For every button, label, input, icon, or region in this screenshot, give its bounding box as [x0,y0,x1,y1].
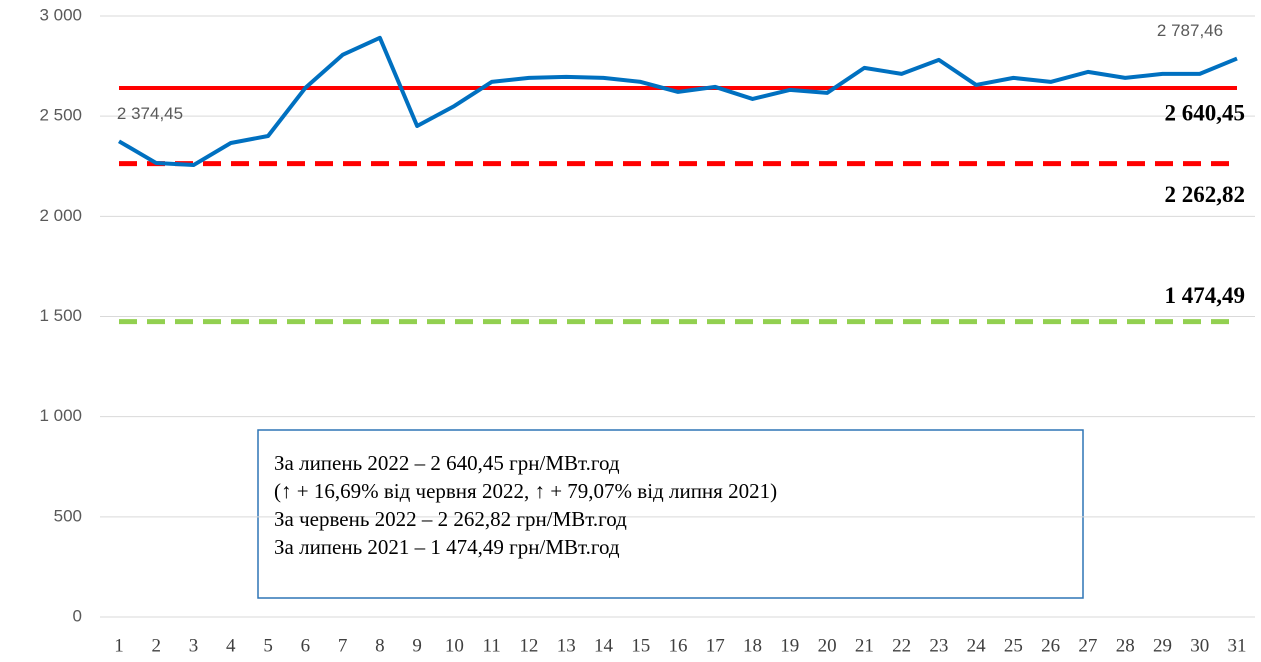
x-tick-label: 15 [631,635,650,656]
x-tick-label: 16 [669,635,688,656]
data-line [117,35,1238,168]
x-tick-label: 29 [1153,635,1172,656]
x-tick-label: 7 [338,635,348,656]
x-tick-label: 12 [519,635,538,656]
data-label: 2 787,46 [1157,21,1223,40]
x-tick-label: 23 [929,635,948,656]
annotation-text: За липень 2021 – 1 474,49 грн/МВт.год [274,535,620,559]
annotation-text: За липень 2022 – 2 640,45 грн/МВт.год [274,451,620,475]
x-tick-label: 1 [114,635,124,656]
x-tick-label: 9 [412,635,422,656]
x-tick-label: 21 [855,635,874,656]
x-tick-label: 24 [967,635,987,656]
x-tick-label: 14 [594,635,614,656]
y-tick-label: 3 000 [39,5,82,24]
x-tick-label: 19 [780,635,799,656]
y-tick-label: 2 000 [39,206,82,225]
x-tick-label: 20 [818,635,837,656]
x-tick-label: 11 [483,635,501,656]
x-tick-label: 28 [1116,635,1135,656]
x-tick-label: 4 [226,635,236,656]
x-tick-label: 13 [557,635,576,656]
x-tick-label: 18 [743,635,762,656]
y-tick-label: 1 000 [39,406,82,425]
annotation-box [257,429,1084,599]
x-tick-label: 10 [445,635,464,656]
x-tick-label: 8 [375,635,385,656]
x-tick-label: 22 [892,635,911,656]
y-tick-label: 0 [73,606,82,625]
reference-label: 2 262,82 [1165,182,1246,207]
reference-label: 1 474,49 [1165,283,1246,308]
x-tick-label: 5 [263,635,273,656]
annotation-text: За червень 2022 – 2 262,82 грн/МВт.год [274,507,627,531]
annotation-text: (↑ + 16,69% від червня 2022, ↑ + 79,07% … [274,479,777,503]
x-tick-label: 26 [1041,635,1060,656]
data-label: 2 374,45 [117,104,183,123]
x-tick-label: 17 [706,635,725,656]
x-tick-label: 27 [1078,635,1097,656]
x-tick-label: 30 [1190,635,1209,656]
x-tick-label: 2 [152,635,162,656]
y-tick-label: 500 [54,506,82,525]
x-tick-label: 25 [1004,635,1023,656]
reference-label: 2 640,45 [1165,100,1246,125]
y-tick-label: 1 500 [39,306,82,325]
x-tick-label: 3 [189,635,199,656]
y-tick-label: 2 500 [39,106,82,125]
x-tick-label: 6 [301,635,311,656]
x-tick-label: 31 [1228,635,1247,656]
